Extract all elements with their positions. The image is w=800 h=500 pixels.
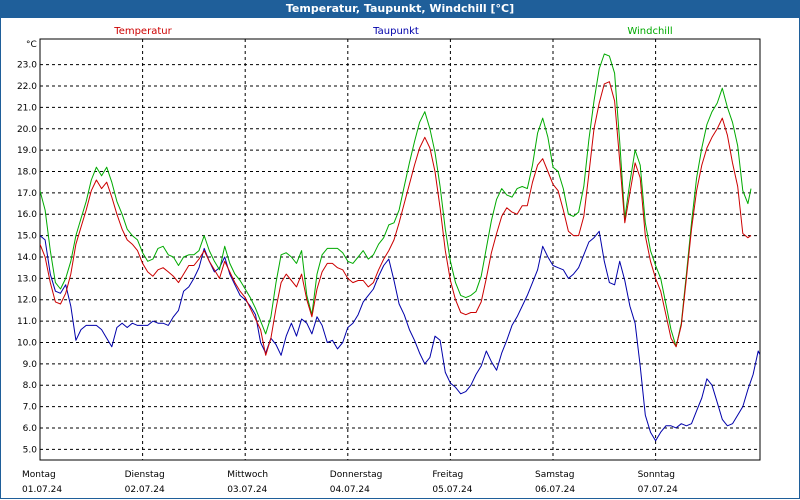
series-line-taupunkt	[40, 230, 760, 442]
legend-taupunkt: Taupunkt	[372, 26, 419, 37]
y-tick-label: 18.0	[17, 167, 37, 177]
x-tick-date: 01.07.24	[22, 485, 62, 495]
y-tick-label: 13.0	[17, 274, 37, 284]
y-tick-label: 23.0	[17, 61, 37, 71]
x-tick-day: Mittwoch	[227, 470, 268, 480]
y-tick-label: 12.0	[17, 296, 37, 306]
x-tick-day: Donnerstag	[330, 470, 383, 480]
y-tick-label: 9.0	[23, 360, 38, 370]
x-tick-day: Dienstag	[125, 470, 165, 480]
y-tick-label: 5.0	[23, 445, 38, 455]
x-tick-date: 03.07.24	[227, 485, 267, 495]
y-tick-label: 21.0	[17, 103, 37, 113]
x-tick-day: Samstag	[535, 470, 574, 480]
y-unit-label: °C	[26, 40, 37, 50]
series-line-temperatur	[40, 81, 752, 356]
x-tick-day: Montag	[22, 470, 56, 480]
y-tick-label: 17.0	[17, 189, 37, 199]
x-tick-date: 02.07.24	[125, 485, 165, 495]
x-tick-date: 07.07.24	[638, 485, 678, 495]
legend-windchill: Windchill	[627, 26, 672, 37]
y-tick-label: 19.0	[17, 146, 37, 156]
y-tick-label: 11.0	[17, 317, 37, 327]
y-tick-label: 7.0	[23, 403, 38, 413]
y-tick-label: 6.0	[23, 424, 38, 434]
x-tick-date: 05.07.24	[432, 485, 472, 495]
y-tick-label: 15.0	[17, 232, 37, 242]
x-tick-date: 06.07.24	[535, 485, 575, 495]
y-tick-label: 8.0	[23, 381, 38, 391]
legend-temperatur: Temperatur	[113, 26, 172, 37]
x-tick-date: 04.07.24	[330, 485, 370, 495]
series-line-windchill	[40, 53, 752, 348]
x-tick-day: Sonntag	[638, 470, 675, 480]
y-tick-label: 14.0	[17, 253, 37, 263]
y-tick-label: 10.0	[17, 338, 37, 348]
plot-area	[39, 38, 761, 461]
y-tick-label: 16.0	[17, 210, 37, 220]
y-tick-label: 22.0	[17, 82, 37, 92]
x-tick-day: Freitag	[432, 470, 463, 480]
chart-title: Temperatur, Taupunkt, Windchill [°C]	[0, 0, 800, 18]
y-tick-label: 20.0	[17, 125, 37, 135]
